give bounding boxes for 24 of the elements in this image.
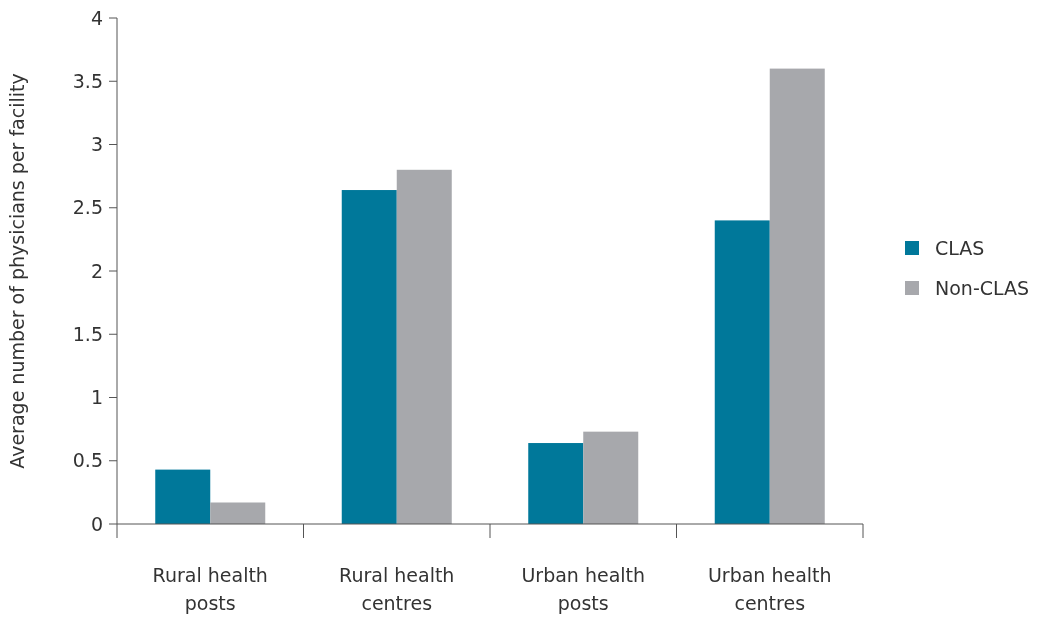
y-tick-label: 1 — [90, 386, 103, 409]
bar — [396, 169, 452, 524]
y-tick-label: 0 — [90, 512, 103, 535]
y-tick-label: 3 — [90, 133, 103, 156]
y-tick-label: 2.5 — [72, 196, 103, 219]
y-tick-label: 3.5 — [72, 69, 103, 92]
y-tick-label: 4 — [90, 6, 103, 29]
bar — [583, 431, 639, 524]
y-tick-label: 0.5 — [72, 449, 103, 472]
bar — [714, 220, 770, 524]
legend-label: Non-CLAS — [935, 276, 1030, 299]
bar — [155, 469, 211, 524]
legend-label: CLAS — [935, 236, 985, 259]
x-tick-label: Rural health posts — [152, 564, 268, 614]
bar — [528, 443, 584, 524]
y-tick-label: 1.5 — [72, 322, 103, 345]
x-tick-label: Rural health centres — [339, 564, 455, 614]
bar — [341, 190, 397, 524]
y-tick-label: 2 — [90, 259, 103, 282]
bar — [769, 68, 825, 524]
x-tick-label: Urban health posts — [521, 564, 646, 614]
y-axis-title: Average number of physicians per facility — [6, 73, 28, 469]
x-tick-label: Urban health centres — [707, 564, 832, 614]
bar — [210, 502, 266, 524]
